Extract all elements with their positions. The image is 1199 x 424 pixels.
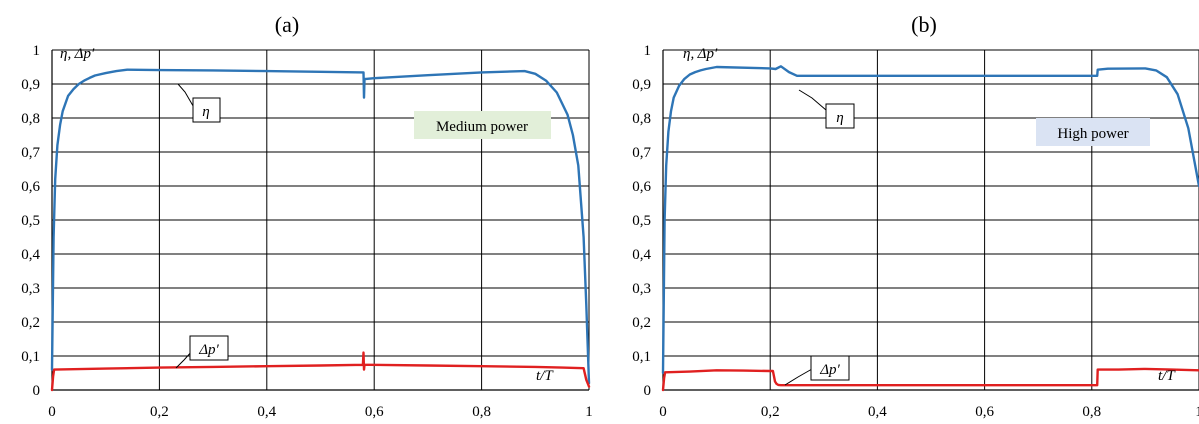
panel-a: (a) 0 0,1 0,2 0,3 0,4 0,5 0,6 0,7 0,8 0,9 1 0 0,2 0,4… — [21, 12, 593, 420]
panel-a-dp-annotation: Δp′ — [175, 335, 229, 369]
panel-b-ytick-5: 0,5 — [632, 213, 651, 229]
panel-b-ytick-3: 0,3 — [632, 281, 651, 297]
panel-a-xtick-1: 0,2 — [150, 404, 169, 420]
panel-b-ytick-2: 0,2 — [632, 315, 651, 331]
panel-b-eta-leader — [798, 89, 827, 111]
panel-a-power-box: Medium power — [414, 111, 551, 139]
panel-a-ytick-7: 0,7 — [21, 145, 40, 161]
panel-b-ylabel: η, Δp′ — [683, 46, 718, 62]
panel-a-xlabel: t/T — [536, 368, 554, 384]
panel-b-dp-annotation: Δp′ — [784, 355, 850, 386]
panel-a-ytick-5: 0,5 — [21, 213, 40, 229]
panel-a-series — [50, 68, 591, 392]
panel-a-ytick-1: 0,1 — [21, 349, 40, 365]
panel-b-xtick-4: 0,8 — [1082, 404, 1101, 420]
panel-a-label: (a) — [275, 12, 299, 37]
panel-a-series-line-eta — [50, 68, 591, 385]
panel-b-dp-leader — [784, 368, 813, 386]
panel-b-xlabel: t/T — [1158, 368, 1176, 384]
panel-a-eta-label: η — [202, 104, 209, 120]
panel-b-xtick-5: 1 — [1195, 404, 1199, 420]
panel-a-xtick-2: 0,4 — [257, 404, 276, 420]
panel-a-ytick-4: 0,4 — [21, 247, 40, 263]
panel-a-ytick-6: 0,6 — [21, 179, 40, 195]
panel-a-xtick-3: 0,6 — [365, 404, 384, 420]
panel-b-ytick-4: 0,4 — [632, 247, 651, 263]
panel-a-power-background — [414, 111, 551, 139]
panel-a-xtick-4: 0,8 — [472, 404, 491, 420]
panel-b-label: (b) — [911, 12, 937, 37]
panel-b-series — [661, 65, 1199, 392]
panel-a-ylabel: η, Δp′ — [60, 46, 95, 62]
panel-b-ytick-8: 0,8 — [632, 111, 651, 127]
panel-a-xtick-5: 1 — [585, 404, 593, 420]
panel-a-eta-annotation: η — [177, 83, 221, 123]
panel-b-eta-box — [825, 103, 855, 129]
panel-b-eta-label: η — [836, 110, 843, 126]
panel-a-ytick-8: 0,8 — [21, 111, 40, 127]
panel-b-ytick-10: 1 — [644, 43, 652, 59]
panel-a-xtick-0: 0 — [48, 404, 56, 420]
panel-b-xtick-1: 0,2 — [761, 404, 780, 420]
panel-b-power-box: High power — [1036, 118, 1150, 146]
panel-a-eta-box — [192, 97, 221, 123]
panel-b-dp-box — [810, 355, 850, 381]
panel-b-ytick-9: 0,9 — [632, 77, 651, 93]
panel-a-gridlines — [51, 49, 590, 391]
panel-a-eta-leader — [177, 83, 197, 112]
panel-b-power-label: High power — [1057, 126, 1128, 142]
panel-b-ytick-1: 0,1 — [632, 349, 651, 365]
panel-a-ytick-2: 0,2 — [21, 315, 40, 331]
panel-a-power-label: Medium power — [436, 119, 528, 135]
panel-a-ticks: 0 0,1 0,2 0,3 0,4 0,5 0,6 0,7 0,8 0,9 1 0 0,2 0,4 0,6 0… — [21, 43, 593, 420]
panel-b-eta-annotation: η — [798, 89, 855, 129]
panel-b-dp-label: Δp′ — [819, 362, 840, 378]
panel-b-series-line-dp — [661, 367, 1199, 392]
panel-b-ytick-0: 0 — [644, 383, 652, 399]
panel-b-ytick-7: 0,7 — [632, 145, 651, 161]
panel-a-dp-label: Δp′ — [198, 342, 219, 358]
panel-a-ytick-9: 0,9 — [21, 77, 40, 93]
panel-b-power-background — [1036, 118, 1150, 146]
panel-a-ytick-0: 0 — [33, 383, 41, 399]
panel-b-xtick-0: 0 — [659, 404, 667, 420]
panel-b-ytick-6: 0,6 — [632, 179, 651, 195]
panel-a-dp-box — [189, 335, 229, 361]
panel-b-xtick-2: 0,4 — [868, 404, 887, 420]
panel-b-gridlines — [662, 49, 1199, 391]
panel-b-ticks: 0 0,1 0,2 0,3 0,4 0,5 0,6 0,7 0,8 0,9 1 0 0,2 0,4 0,6 0… — [632, 43, 1199, 420]
panel-a-series-line-dp — [50, 351, 591, 392]
panel-b-series-line-eta — [661, 65, 1199, 375]
panel-a-ytick-3: 0,3 — [21, 281, 40, 297]
panel-a-ytick-10: 1 — [33, 43, 41, 59]
panel-b: (b) 0 0,1 0,2 0,3 0,4 0,5 0,6 0,7 0,8 0,9 1 0 0,2 0,4… — [632, 12, 1199, 420]
panel-b-xtick-3: 0,6 — [975, 404, 994, 420]
